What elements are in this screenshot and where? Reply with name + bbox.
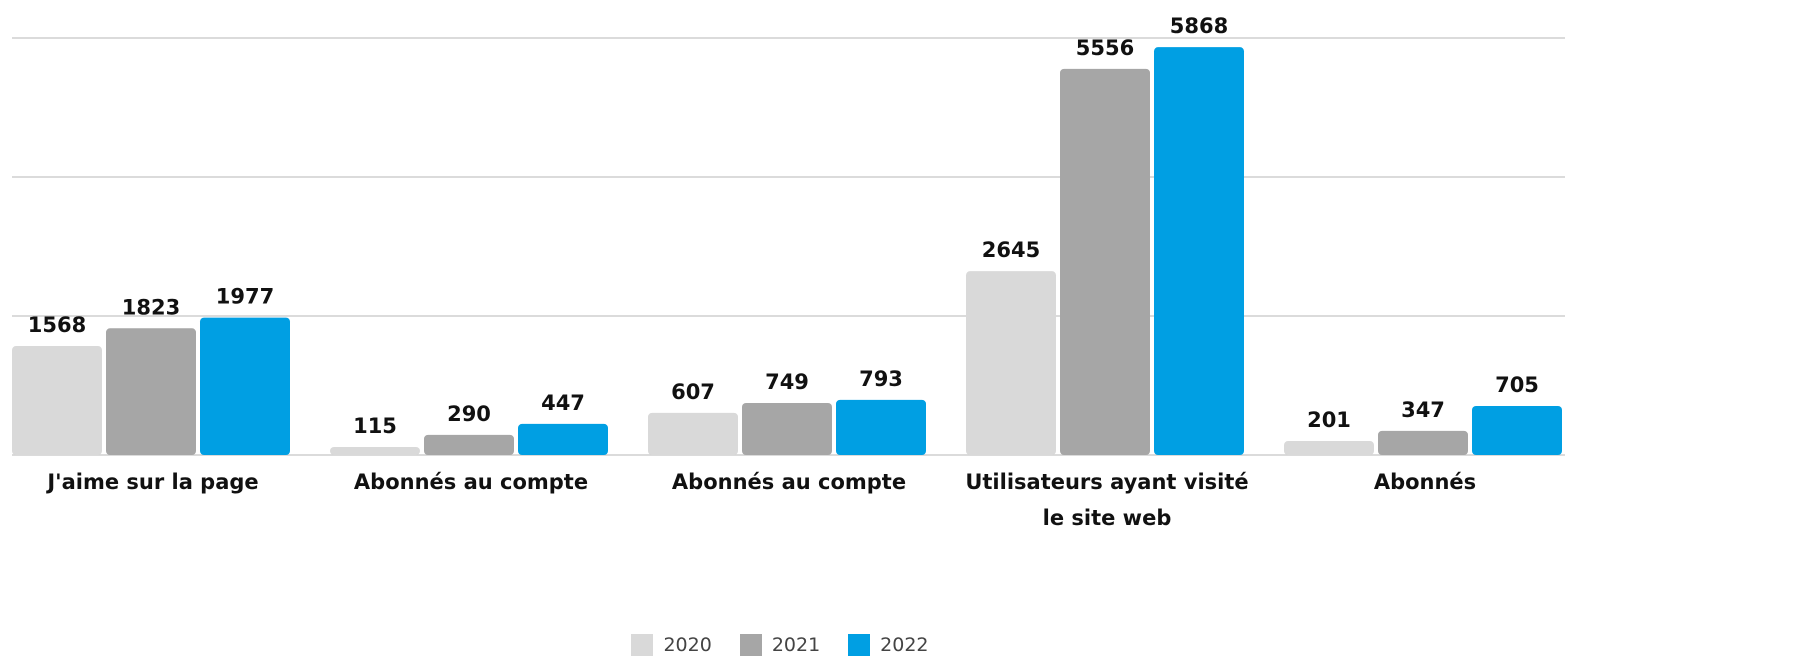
value-label: 290 [447, 402, 491, 426]
legend-label: 2020 [663, 634, 712, 656]
value-label: 5556 [1076, 36, 1134, 60]
legend-label: 2021 [771, 634, 821, 656]
value-label: 347 [1401, 398, 1445, 422]
value-label: 2645 [982, 238, 1040, 262]
legend: 2020 2021 2022 [0, 634, 1560, 656]
x-tick-label: Abonnés au compte [671, 470, 907, 494]
bar [1378, 430, 1468, 455]
value-label: 705 [1495, 373, 1539, 397]
legend-swatch [739, 634, 762, 656]
value-label: 749 [765, 370, 809, 394]
bar [330, 447, 420, 455]
bar [518, 423, 608, 455]
value-label: 1823 [122, 295, 180, 319]
bar [1284, 441, 1374, 455]
x-tick-label: Abonnés [1373, 470, 1477, 494]
bar [836, 399, 926, 455]
bar [648, 412, 738, 455]
bar [1154, 47, 1244, 455]
bar [1060, 68, 1150, 455]
x-tick-label: J'aime sur la page [47, 470, 259, 494]
bar [424, 434, 514, 455]
legend-swatch [631, 634, 654, 656]
value-label: 201 [1307, 408, 1351, 432]
bar [106, 328, 196, 455]
bar [966, 271, 1056, 455]
value-label: 793 [859, 367, 903, 391]
legend-item: 2020 [631, 634, 712, 656]
bar [12, 346, 102, 455]
legend-label: 2022 [880, 634, 929, 656]
value-label: 447 [541, 391, 585, 415]
bar [200, 317, 290, 455]
value-label: 5868 [1170, 14, 1228, 38]
value-label: 1977 [216, 285, 274, 309]
legend-swatch [848, 634, 871, 656]
x-tick-label: Abonnés au compte [353, 470, 589, 494]
bar [742, 402, 832, 455]
value-label: 1568 [28, 313, 86, 337]
value-label: 607 [671, 380, 715, 404]
x-tick-label: Utilisateurs ayant visité le site web [965, 470, 1249, 530]
legend-item: 2021 [739, 634, 821, 656]
value-label: 115 [353, 414, 397, 438]
legend-item: 2022 [848, 634, 929, 656]
bar [1472, 406, 1562, 455]
